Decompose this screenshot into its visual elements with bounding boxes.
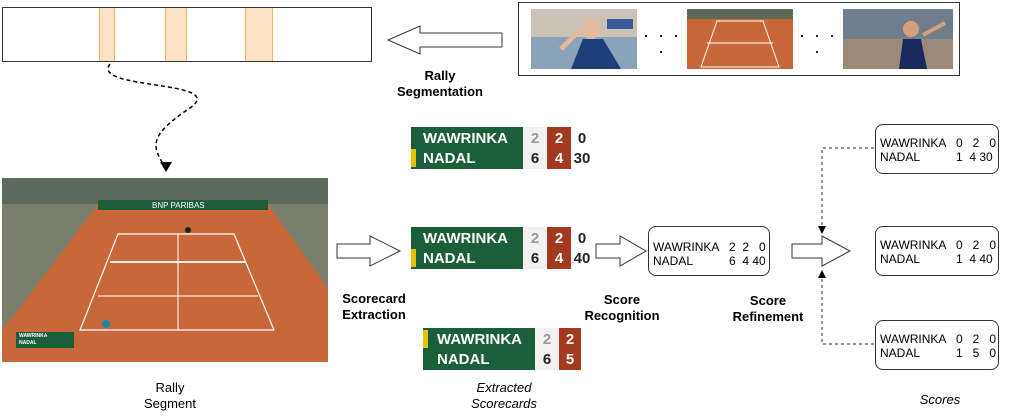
frame-image-2 [687, 9, 793, 69]
refine-link-top [821, 147, 874, 228]
refined-3-p2-scores: 1 5 0 [956, 346, 997, 360]
refined-1-p1-scores: 0 2 0 [956, 136, 997, 150]
frame-image-3 [843, 9, 953, 69]
scorecard-1-p2-set2: 4 [554, 150, 564, 167]
video-frame-player-closeup [531, 9, 637, 69]
rally-segment-label: Rally Segment [143, 380, 197, 411]
scorecard-3-p2: NADAL [437, 351, 490, 368]
scorecard-1-p1-set1: 2 [530, 130, 540, 147]
refine-link-bottom [821, 276, 874, 345]
scorecard-2-p2-set2: 4 [554, 250, 564, 267]
extracted-scorecard-2: WAWRINKA NADAL 2 2 0 6 4 40 [411, 227, 593, 269]
arrow-rally-segmentation [386, 25, 503, 55]
arrow-scorecard-extraction [336, 235, 402, 267]
score-refinement-label: Score Refinement [732, 293, 804, 324]
frame-image-1 [531, 9, 637, 69]
refined-2-p1-name: WAWRINKA [880, 238, 947, 252]
scorecard-1-p1-set2: 2 [554, 130, 564, 147]
scorecard-3-p2-set1: 6 [542, 351, 552, 368]
refined-3-p1-name: WAWRINKA [880, 332, 947, 346]
extracted-scorecards-label: Extracted Scorecards [471, 380, 537, 411]
video-timeline [2, 7, 372, 62]
recognized-p1-scores: 2 2 0 [729, 240, 766, 254]
court-mini-scorecard: WAWRINKA NADAL [16, 332, 74, 348]
refined-1-p1-name: WAWRINKA [880, 136, 947, 150]
scorecard-3-p1-set1: 2 [542, 331, 552, 348]
scorecard-2-p1: WAWRINKA [423, 230, 508, 247]
rally-segment-3 [245, 8, 273, 61]
scorecard-2-p1-set2: 2 [554, 230, 564, 247]
recognized-score-box: WAWRINKA 2 2 0 NADAL 6 4 40 [648, 226, 770, 276]
recognized-p2-name: NADAL [653, 254, 694, 268]
scorecard-1-p1-game: 0 [577, 130, 587, 147]
recognized-p1-name: WAWRINKA [653, 240, 720, 254]
scorecard-3-p1: WAWRINKA [437, 331, 522, 348]
scorecard-2-p1-game: 0 [577, 230, 587, 247]
refined-2-p2-scores: 1 4 40 [956, 252, 993, 266]
scorecard-1-p1: WAWRINKA [423, 130, 508, 147]
scorecard-3-p1-set2: 2 [565, 331, 575, 348]
scorecard-extraction-label: Scorecard Extraction [342, 291, 406, 322]
scores-label: Scores [919, 392, 961, 407]
dashed-connector-segment [107, 63, 198, 169]
scorecard-3-p2-set2: 5 [565, 351, 575, 368]
extracted-scorecard-3: WAWRINKA NADAL 2 2 6 5 [423, 328, 581, 370]
scorecard-1-p2: NADAL [423, 150, 476, 167]
refined-score-box-2: WAWRINKA 0 2 0 NADAL 1 4 40 [875, 226, 999, 276]
scorecard-1-p2-set1: 6 [530, 150, 540, 167]
refined-3-p1-scores: 0 2 0 [956, 332, 997, 346]
refined-1-p2-name: NADAL [880, 150, 921, 164]
refined-1-p2-scores: 1 4 30 [956, 150, 993, 164]
video-frames-strip: · · · · · · · · [518, 2, 960, 76]
ellipsis-dots-1: · · · · [643, 25, 681, 61]
scorecard-2-p2: NADAL [423, 250, 476, 267]
court-image: BNP PARIBAS [2, 178, 328, 362]
refined-score-box-1: WAWRINKA 0 2 0 NADAL 1 4 30 [875, 124, 999, 174]
arrow-score-recognition [595, 235, 648, 267]
video-frame-player-action [843, 9, 953, 69]
rally-segment-1 [99, 8, 115, 61]
rally-segment-frame: BNP PARIBAS WAWRINKA NADAL [2, 178, 328, 362]
refined-score-box-3: WAWRINKA 0 2 0 NADAL 1 5 0 [875, 320, 999, 370]
scorecard-1-p2-game: 30 [573, 150, 591, 167]
refined-3-p2-name: NADAL [880, 346, 921, 360]
dashed-arrowhead [160, 162, 172, 172]
refined-2-p1-scores: 0 2 0 [956, 238, 997, 252]
arrow-score-refinement [791, 235, 852, 267]
scorecard-2-p2-game: 40 [573, 250, 591, 267]
scorecard-2-p1-set1: 2 [530, 230, 540, 247]
rally-segmentation-label: Rally Segmentation [397, 68, 483, 99]
extracted-scorecard-1: WAWRINKA NADAL 2 2 0 6 4 30 [411, 127, 593, 169]
video-frame-court-wide [687, 9, 793, 69]
rally-segment-2 [165, 8, 187, 61]
refined-2-p2-name: NADAL [880, 252, 921, 266]
score-recognition-label: Score Recognition [584, 292, 660, 323]
court-banner-text: BNP PARIBAS [152, 201, 205, 210]
ellipsis-dots-2: · · · · [799, 25, 837, 61]
recognized-p2-scores: 6 4 40 [729, 254, 766, 268]
scorecard-2-p2-set1: 6 [530, 250, 540, 267]
